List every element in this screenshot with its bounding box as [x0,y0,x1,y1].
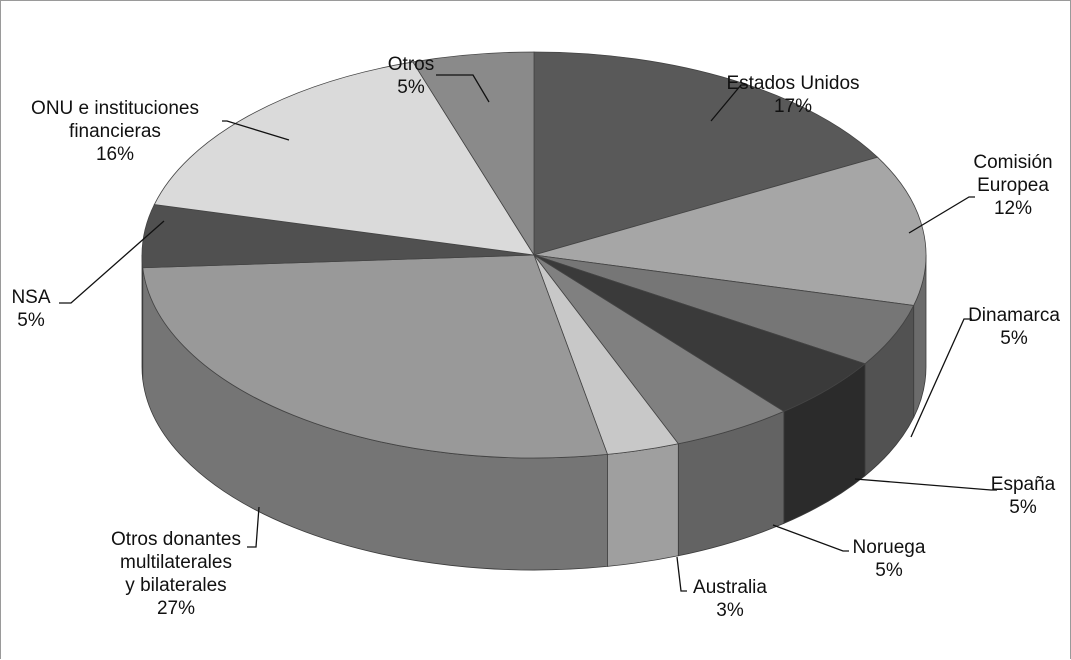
pie-slice-onu-e-instituciones-financieras [153,61,535,256]
data-label-nsa: NSA 5% [11,287,50,331]
data-label-australia: Australia 3% [693,577,767,621]
data-label-onu-e-instituciones-financieras: ONU e instituciones financieras 16% [31,98,199,165]
data-label-comision-europea: Comisión Europea 12% [973,152,1052,219]
leader-line-espana [854,478,997,491]
data-label-espana: España 5% [991,474,1056,518]
pie-slice-comision-europea [533,156,927,306]
pie-slices [141,51,927,459]
leader-line-otros [436,74,490,103]
leader-line-onu-e-instituciones-financieras [222,120,290,141]
label-leader-lines [59,74,997,592]
leader-line-australia [676,556,687,592]
pie-sides [141,254,927,571]
leader-line-comision-europea [908,196,975,234]
data-label-otros-donantes-multilaterales-y-bilaterales: Otros donantes multilaterales y bilaterale… [111,529,241,619]
pie-slice-otros-donantes-multilaterales-y-bilaterales [142,254,609,459]
pie-side-australia [607,443,679,567]
data-label-estados-unidos: Estados Unidos 17% [726,73,859,117]
data-label-otros: Otros 5% [388,54,434,98]
data-label-dinamarca: Dinamarca 5% [968,305,1060,349]
pie-slice-otros [412,51,535,257]
data-labels: Estados Unidos 17% Comisión Europea 12% Dinam… [11,54,1060,621]
pie-slice-estados-unidos [533,51,879,256]
leader-line-estados-unidos [710,84,747,122]
data-label-noruega: Noruega 5% [853,537,926,581]
leader-line-dinamarca [910,318,972,438]
leader-line-nsa [59,220,165,304]
leader-line-noruega [772,524,849,552]
leader-line-otros-donantes-multilaterales-y-bilaterales [247,506,260,548]
